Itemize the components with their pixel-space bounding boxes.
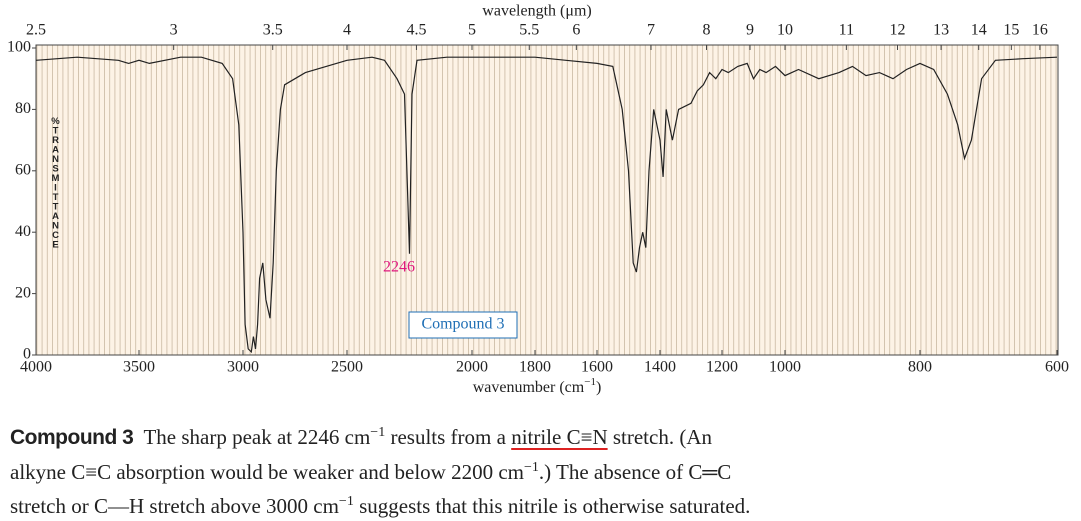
x2-tick-label: 5.5 — [519, 22, 539, 39]
compound-box — [408, 311, 518, 339]
peak-label: 2246 — [383, 259, 415, 276]
x2-tick-label: 4.5 — [406, 22, 426, 39]
x2-tick-label: 8 — [703, 22, 711, 39]
x2-tick-label: 13 — [933, 22, 949, 39]
x-tick-label: 1200 — [706, 359, 738, 376]
x2-tick-label: 11 — [839, 22, 854, 39]
y-tick-label: 100 — [7, 39, 31, 56]
x2-tick-label: 10 — [777, 22, 793, 39]
caption-line: Compound 3 The sharp peak at 2246 cm−1 r… — [10, 418, 1078, 453]
y-tick-label: 40 — [15, 223, 31, 240]
x-tick-label: 1000 — [769, 359, 801, 376]
y-tick-label: 60 — [15, 161, 31, 178]
x-tick-label: 800 — [908, 359, 932, 376]
y-axis-label: %TRANSMITTANCE — [50, 116, 61, 249]
compound-label: Compound 3 — [421, 316, 504, 333]
x-tick-label: 4000 — [20, 359, 52, 376]
x2-tick-label: 14 — [971, 22, 987, 39]
y-tick-label: 0 — [23, 346, 31, 363]
caption-text: stretch or C—H stretch above 3000 cm — [10, 494, 339, 518]
caption-text: The sharp peak at 2246 cm — [133, 425, 371, 449]
y-tick-label: 20 — [15, 284, 31, 301]
x2-tick-label: 12 — [890, 22, 906, 39]
caption-text: Compound 3 — [10, 426, 134, 449]
top-axis-label: wavelength (μm) — [482, 3, 591, 20]
caption-text: suggests that this nitrile is otherwise … — [353, 494, 751, 518]
x2-tick-label: 7 — [647, 22, 655, 39]
x-tick-label: 3000 — [227, 359, 259, 376]
caption-text: stretch. (An — [607, 425, 712, 449]
x2-tick-label: 3 — [170, 22, 178, 39]
spectrum — [35, 56, 1058, 354]
plot-area — [35, 44, 1059, 356]
x2-tick-label: 9 — [746, 22, 754, 39]
caption-line: alkyne C≡C absorption would be weaker an… — [10, 453, 1078, 487]
x-axis-label-part: wavenumber (cm — [473, 379, 585, 396]
x2-tick-label: 4 — [343, 22, 351, 39]
x-tick-label: 2000 — [456, 359, 488, 376]
x2-tick-label: 15 — [1003, 22, 1019, 39]
chart: wavelength (μm) wavenumber (cm−1) 0 20 40 6… — [7, 3, 1069, 396]
caption-text: −1 — [338, 494, 354, 509]
caption-text: −1 — [370, 425, 386, 440]
x-tick-label: 600 — [1045, 359, 1069, 376]
caption: Compound 3 The sharp peak at 2246 cm−1 r… — [10, 418, 1078, 521]
caption-text: .) The absence of C═C — [538, 460, 732, 484]
x-tick-label: 1600 — [581, 359, 613, 376]
y-tick-label: 80 — [15, 100, 31, 117]
x-tick-label: 1800 — [519, 359, 551, 376]
x2-tick-label: 16 — [1032, 22, 1048, 39]
x2-tick-label: 5 — [468, 22, 476, 39]
caption-text: alkyne C≡C absorption would be weaker an… — [10, 460, 524, 484]
x2-tick-label: 2.5 — [26, 22, 46, 39]
x-tick-label: 2500 — [331, 359, 363, 376]
x2-tick-label: 6 — [572, 22, 580, 39]
caption-text: results from a — [385, 425, 512, 449]
x-tick-label: 1400 — [644, 359, 676, 376]
caption-text: nitrile C≡N — [511, 425, 608, 449]
caption-text: −1 — [523, 460, 539, 475]
x-axis-label-part: ) — [596, 379, 601, 396]
x2-tick-label: 3.5 — [263, 22, 283, 39]
x-axis-label: wavenumber (cm−1) — [473, 376, 602, 396]
x-axis-label-part: −1 — [584, 376, 596, 388]
x-tick-label: 3500 — [123, 359, 155, 376]
caption-line: stretch or C—H stretch above 3000 cm−1 s… — [10, 487, 1078, 521]
